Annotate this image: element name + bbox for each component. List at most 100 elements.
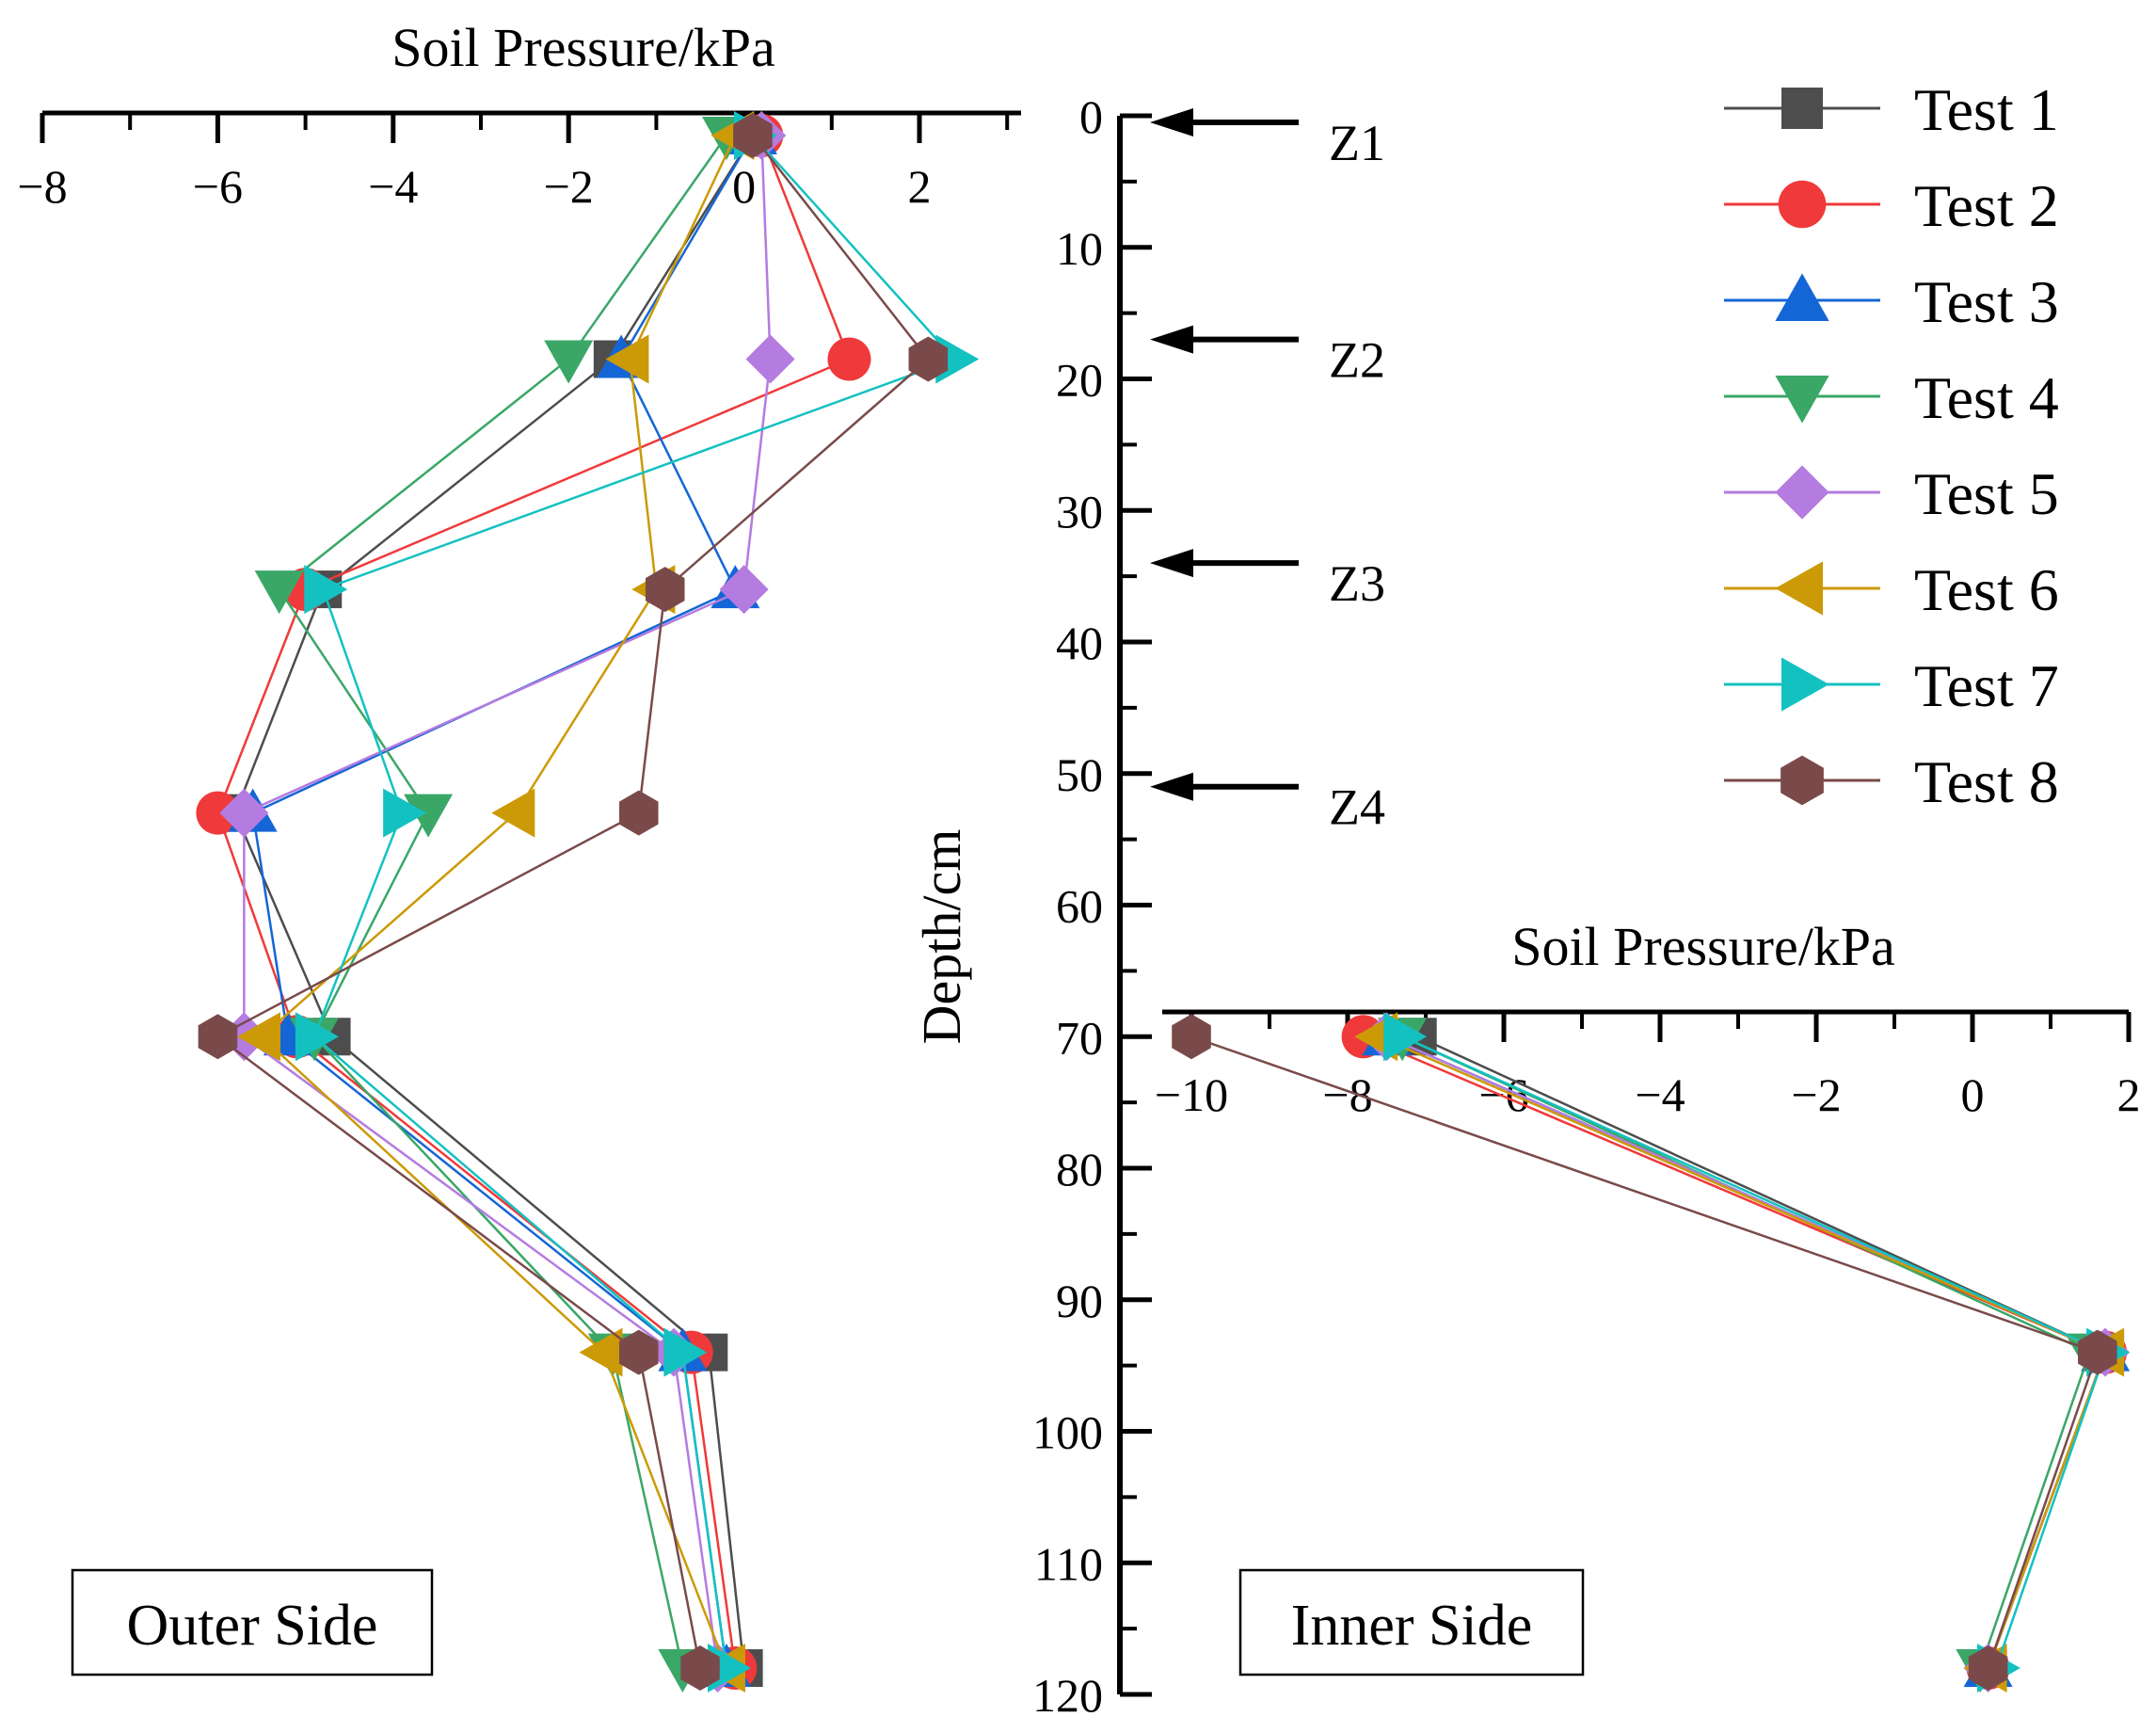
legend-entry: Test 5 — [1724, 460, 2059, 527]
outer-data-point — [383, 788, 427, 838]
series-layer — [196, 110, 2131, 1693]
inner-data-point — [1383, 1012, 1428, 1062]
depth-marker-arrow-head — [1150, 325, 1193, 354]
depth-tick-label: 40 — [1056, 617, 1103, 669]
legend-label: Test 3 — [1914, 268, 2059, 335]
outer-x-tick-label: −4 — [368, 160, 418, 213]
outer-x-tick-label: 2 — [908, 160, 932, 213]
legend-marker — [1778, 180, 1827, 229]
inner-x-tick-label: −2 — [1791, 1068, 1841, 1121]
outer-data-point — [707, 1644, 751, 1693]
outer-data-point — [219, 788, 269, 838]
outer-data-point — [733, 112, 773, 158]
outer-x-axis-title: Soil Pressure/kPa — [391, 17, 775, 78]
legend-entry: Test 1 — [1724, 76, 2059, 143]
depth-tick-label: 110 — [1034, 1537, 1103, 1590]
outer-data-point — [579, 1327, 623, 1377]
inner-x-axis-title: Soil Pressure/kPa — [1511, 916, 1895, 977]
depth-tick-label: 120 — [1032, 1669, 1103, 1722]
depth-tick-label: 10 — [1056, 222, 1103, 275]
depth-tick-label: 100 — [1032, 1406, 1103, 1459]
outer-data-point — [645, 567, 685, 613]
inner-data-point — [1968, 1645, 2008, 1692]
outer-x-tick-label: 0 — [732, 160, 756, 213]
outer-data-point — [663, 1327, 708, 1377]
depth-tick-label: 50 — [1056, 748, 1103, 801]
outer-data-point — [605, 334, 649, 384]
outer-x-tick-label: −8 — [17, 160, 67, 213]
inner-data-point — [2078, 1329, 2117, 1375]
legend-entry: Test 4 — [1724, 364, 2059, 431]
outer-side-label: Outer Side — [127, 1594, 378, 1658]
outer-data-point — [237, 1012, 280, 1062]
inner-x-tick-label: 2 — [2117, 1068, 2141, 1121]
inner-x-tick-label: −8 — [1322, 1068, 1372, 1121]
legend-marker — [1781, 88, 1823, 129]
outer-side-label-box: Outer Side — [71, 1568, 434, 1677]
outer-data-point — [745, 334, 795, 384]
outer-series-line — [277, 135, 727, 1669]
outer-data-point — [295, 1012, 339, 1062]
inner-side-label: Inner Side — [1291, 1594, 1533, 1658]
outer-data-point — [404, 794, 454, 838]
outer-data-point — [196, 791, 240, 835]
legend-entry: Test 7 — [1724, 652, 2059, 719]
outer-data-point — [491, 788, 535, 838]
outer-series-line — [260, 135, 737, 1669]
outer-series-line — [243, 135, 772, 1669]
legend-marker — [1775, 465, 1829, 520]
outer-data-point — [680, 1645, 720, 1692]
outer-data-point — [254, 570, 304, 615]
legend-entry: Test 3 — [1724, 268, 2059, 335]
legend: Test 1 Test 2 Test 3 Test 4 Test 5 Test 6 Test… — [1724, 76, 2059, 815]
depth-marker-arrow-head — [1150, 107, 1193, 136]
depth-tick-label: 0 — [1079, 90, 1103, 143]
outer-data-point — [827, 337, 871, 381]
outer-data-point — [935, 334, 980, 384]
legend-marker — [1781, 755, 1824, 806]
outer-data-point — [719, 565, 769, 615]
depth-marker-label: Z4 — [1329, 779, 1385, 836]
outer-data-point — [618, 790, 659, 836]
inner-series-8 — [1172, 1014, 2117, 1692]
outer-data-point — [908, 336, 949, 382]
outer-series-5 — [219, 110, 795, 1693]
legend-entry: Test 8 — [1724, 748, 2059, 815]
legend-label: Test 7 — [1914, 652, 2059, 719]
depth-axis-title: Depth/cm — [911, 829, 972, 1045]
legend-label: Test 8 — [1914, 748, 2059, 815]
depth-marker-label: Z3 — [1329, 555, 1385, 612]
outer-data-point — [618, 1329, 659, 1375]
outer-series-4 — [254, 116, 751, 1693]
outer-x-tick-label: −6 — [193, 160, 243, 213]
depth-marker-label: Z1 — [1329, 115, 1385, 171]
outer-data-point — [544, 340, 594, 384]
inner-data-point — [1172, 1014, 1211, 1060]
depth-tick-label: 20 — [1056, 354, 1103, 407]
depth-marker-arrow-head — [1150, 549, 1193, 578]
legend-entry: Test 2 — [1724, 172, 2059, 239]
inner-x-tick-label: −10 — [1155, 1068, 1228, 1121]
outer-x-tick-label: −2 — [544, 160, 594, 213]
depth-tick-label: 60 — [1056, 880, 1103, 933]
legend-label: Test 5 — [1914, 460, 2059, 527]
inner-x-tick-label: −4 — [1635, 1068, 1685, 1121]
axes-layer: 0 10 20 30 40 50 60 70 80 90 100 110 120 −8 −6 −4 −2 0 2 −1… — [17, 90, 2140, 1722]
legend-label: Test 6 — [1914, 556, 2059, 623]
legend-marker — [1775, 376, 1829, 424]
legend-entry: Test 6 — [1724, 556, 2059, 623]
outer-data-point — [304, 565, 348, 615]
outer-series-6 — [237, 110, 755, 1693]
legend-label: Test 2 — [1914, 172, 2059, 239]
depth-tick-label: 90 — [1056, 1275, 1103, 1327]
outer-series-line — [251, 135, 754, 1669]
legend-marker — [1781, 657, 1829, 712]
depth-tick-label: 30 — [1056, 485, 1103, 538]
depth-markers-layer: Z1 Z2 Z3 Z4 — [1150, 107, 1385, 836]
depth-tick-label: 80 — [1056, 1143, 1103, 1195]
legend-label: Test 1 — [1914, 76, 2059, 143]
depth-tick-label: 70 — [1056, 1011, 1103, 1064]
legend-label: Test 4 — [1914, 364, 2059, 431]
legend-marker — [1775, 561, 1823, 616]
